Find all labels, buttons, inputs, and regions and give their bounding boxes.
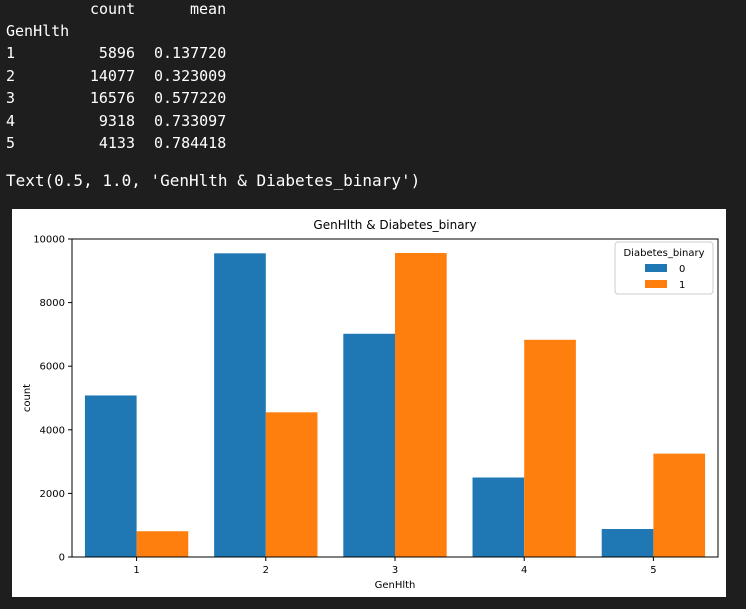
x-tick-label: 3 (392, 565, 398, 576)
y-tick-label: 8000 (40, 298, 65, 309)
row-mean: 0.577220 (154, 89, 227, 107)
output-text: Text(0.5, 1.0, 'GenHlth & Diabetes_binar… (6, 171, 421, 190)
y-tick-label: 2000 (40, 489, 65, 500)
row-count: 16576 (89, 89, 135, 107)
bar-series-0-cat-5 (601, 529, 654, 557)
bar-series-1-cat-1 (136, 531, 189, 557)
x-tick-label: 2 (263, 565, 269, 576)
bar-series-0-cat-3 (343, 333, 395, 557)
bar-series-1-cat-3 (395, 252, 447, 557)
row-mean: 0.137720 (154, 44, 227, 62)
chart-title: GenHlth & Diabetes_binary (313, 218, 476, 232)
row-count: 5896 (98, 44, 135, 62)
plot-frame (71, 238, 719, 558)
legend-swatch (645, 264, 667, 272)
bar-series-1-cat-2 (265, 412, 318, 557)
row-index: 5 (6, 134, 16, 152)
row-mean: 0.784418 (154, 134, 227, 152)
row-index: 2 (6, 66, 16, 85)
row-index: 3 (6, 89, 16, 107)
legend-label: 1 (679, 280, 685, 291)
y-axis-label: count (22, 384, 33, 412)
legend-swatch (645, 280, 667, 288)
x-axis-label: GenHlth (375, 580, 416, 591)
x-tick-label: 5 (650, 565, 656, 576)
row-index: 1 (6, 44, 16, 62)
bar-chart: 1 2 3 4 5 0 2000 4000 6000 8000 10000 GenHlth & Dia… (22, 218, 719, 591)
x-tick-label: 1 (133, 565, 139, 576)
row-count: 9318 (98, 111, 135, 130)
chart-figure: 1 2 3 4 5 0 2000 4000 6000 8000 10000 GenHlth & Dia… (12, 209, 726, 597)
bar-series-0-cat-1 (84, 395, 137, 557)
row-index: 4 (6, 111, 16, 130)
legend-title: Diabetes_binary (623, 248, 704, 259)
row-count: 14077 (89, 66, 135, 85)
row-count: 4133 (98, 134, 135, 152)
dataframe-output: count mean GenHlth 1 5896 0.137720 2 14077 0.… (0, 0, 260, 160)
x-tick-label: 4 (521, 565, 527, 576)
bar-series-1-cat-5 (653, 453, 706, 557)
bar-series-0-cat-2 (214, 253, 266, 557)
y-tick-label: 0 (59, 553, 65, 564)
y-tick-label: 10000 (33, 235, 65, 246)
y-tick-label: 4000 (40, 425, 65, 436)
bar-series-1-cat-4 (524, 339, 576, 557)
index-name: GenHlth (6, 22, 70, 40)
column-header-mean: mean (190, 0, 227, 18)
row-mean: 0.323009 (154, 66, 227, 85)
row-mean: 0.733097 (154, 111, 227, 130)
column-header-count: count (90, 0, 136, 18)
bar-series-0-cat-4 (472, 477, 525, 557)
legend-label: 0 (679, 264, 685, 275)
y-tick-label: 6000 (40, 362, 65, 373)
